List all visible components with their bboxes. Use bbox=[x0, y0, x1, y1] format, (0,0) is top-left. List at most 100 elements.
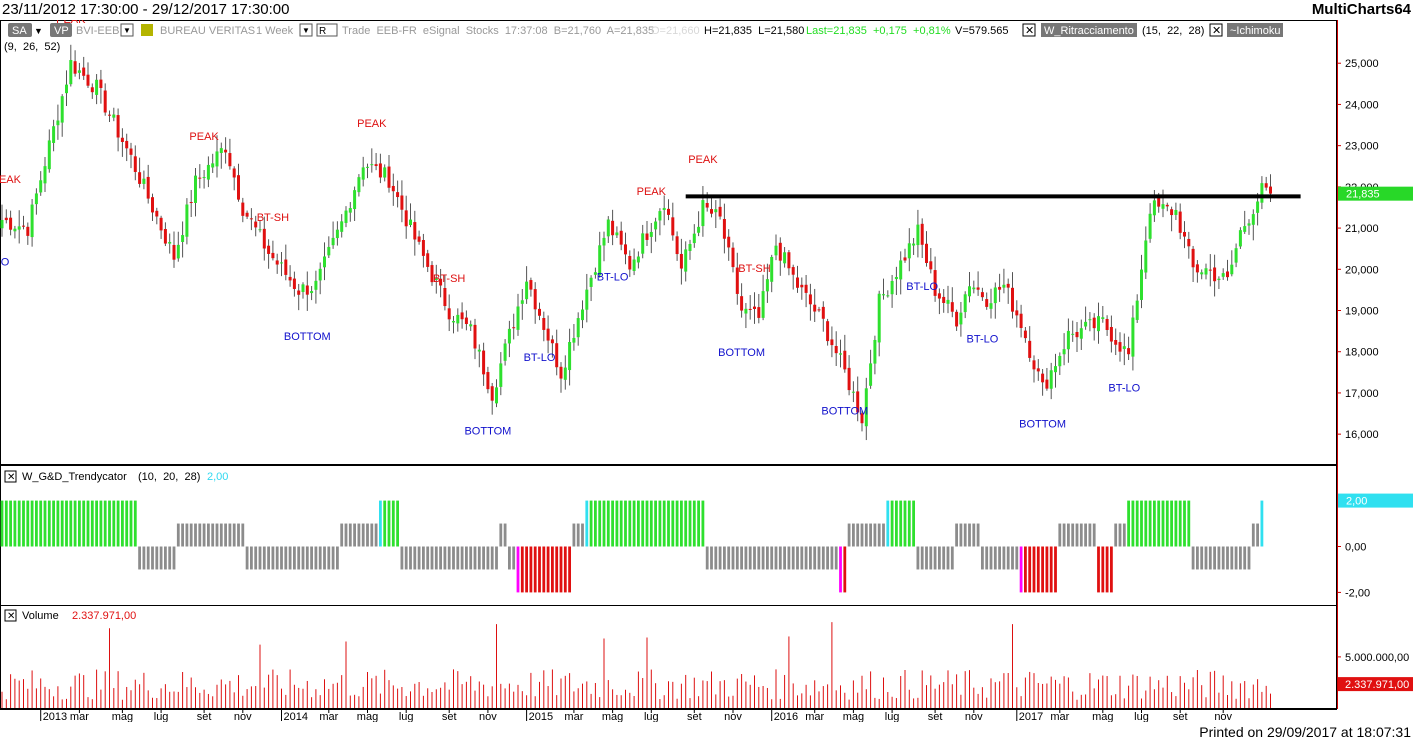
candle-body bbox=[598, 245, 602, 276]
study2-name: ~Ichimoku bbox=[1230, 25, 1280, 37]
candle-body bbox=[280, 262, 283, 264]
candle-body bbox=[348, 208, 352, 213]
trendycator-bar bbox=[714, 546, 718, 570]
trendycator-bar bbox=[1118, 523, 1122, 547]
candle-body bbox=[1174, 210, 1178, 215]
trendycator-bar bbox=[155, 546, 159, 570]
symbol-name: BUREAU VERITAS bbox=[160, 25, 255, 37]
trendycator-bar bbox=[589, 500, 593, 547]
trendycator-bar bbox=[13, 500, 17, 547]
trendycator-bar bbox=[520, 546, 524, 593]
candle-body bbox=[632, 259, 636, 271]
candle-body bbox=[581, 309, 584, 321]
candle-body bbox=[679, 253, 683, 269]
symbol-dropdown[interactable] bbox=[120, 23, 134, 37]
resolution-dropdown[interactable] bbox=[299, 23, 313, 37]
trendycator-bar bbox=[340, 523, 344, 547]
candle-body bbox=[950, 302, 954, 312]
study1-badge[interactable] bbox=[1041, 23, 1137, 37]
trendycator-bar bbox=[60, 500, 64, 547]
trendycator-bar bbox=[684, 500, 688, 547]
candle-body bbox=[241, 202, 245, 216]
close-trendycator-button[interactable] bbox=[4, 470, 17, 483]
candle-body bbox=[753, 306, 756, 309]
candle-body bbox=[116, 115, 120, 138]
time-tick-label: mar bbox=[1050, 711, 1069, 722]
candle-body bbox=[391, 185, 395, 192]
trendycator-bar bbox=[323, 546, 326, 570]
candle-body bbox=[1045, 379, 1049, 389]
candle-body bbox=[912, 243, 916, 246]
sa-button[interactable] bbox=[8, 23, 32, 37]
price-tick-label: 25,000 bbox=[1345, 58, 1379, 70]
trendycator-bar bbox=[280, 546, 283, 570]
sa-button-label: SA bbox=[12, 25, 27, 37]
swing-annotation: PEAK bbox=[637, 186, 667, 198]
trendycator-bar bbox=[271, 546, 275, 570]
trendycator-bar bbox=[9, 500, 12, 547]
time-tick-label: nov bbox=[724, 711, 742, 722]
candle-body bbox=[968, 286, 971, 297]
swing-annotation: BT-LO bbox=[1108, 383, 1140, 395]
price-pane[interactable] bbox=[0, 20, 1337, 465]
candle-body bbox=[90, 87, 94, 93]
candle-body bbox=[1118, 342, 1122, 352]
trendycator-bar bbox=[297, 546, 301, 570]
trendycator-bar bbox=[993, 546, 997, 570]
r-button[interactable] bbox=[316, 23, 338, 37]
candle-body bbox=[1264, 183, 1268, 188]
trendycator-bar bbox=[232, 523, 236, 547]
trendycator-bar bbox=[551, 546, 554, 593]
candle-body bbox=[172, 244, 176, 260]
trendycator-bar bbox=[619, 500, 623, 547]
candle-body bbox=[1084, 321, 1088, 327]
candle-body bbox=[473, 324, 477, 349]
trendycator-bar bbox=[245, 546, 249, 570]
trendycator-bar bbox=[426, 546, 430, 570]
candle-body bbox=[120, 137, 124, 142]
candle-body bbox=[327, 246, 331, 256]
close-volume-button[interactable] bbox=[4, 609, 17, 622]
trendycator-bar bbox=[73, 500, 77, 547]
candle-body bbox=[615, 232, 619, 236]
trendycator-bar bbox=[383, 500, 387, 547]
candle-body bbox=[22, 225, 25, 227]
candle-body bbox=[267, 245, 271, 254]
quote-info: Trade EEB-FR eSignal Stocks 17:37:08 B=2… bbox=[342, 25, 654, 37]
candle-body bbox=[318, 268, 322, 281]
vp-button[interactable] bbox=[50, 23, 72, 37]
trendycator-bar bbox=[112, 500, 116, 547]
candle-body bbox=[851, 391, 855, 393]
candle-body bbox=[1054, 366, 1057, 373]
trendycator-bar bbox=[404, 546, 408, 570]
candle-body bbox=[611, 220, 615, 236]
candle-body bbox=[559, 366, 563, 379]
candle-body bbox=[667, 208, 670, 215]
indicator-tick-label: -2,00 bbox=[1345, 587, 1370, 599]
vp-button-label: VP bbox=[54, 25, 69, 37]
trendycator-bar bbox=[839, 546, 842, 593]
trendycator-bar bbox=[422, 546, 425, 570]
candle-body bbox=[168, 241, 172, 244]
r-button-label: R bbox=[319, 26, 326, 37]
study2-badge[interactable] bbox=[1227, 23, 1283, 37]
trendycator-bar bbox=[1213, 546, 1216, 570]
candle-body bbox=[645, 233, 649, 240]
candle-body bbox=[869, 363, 873, 386]
dropdown-arrow-icon[interactable]: ▼ bbox=[34, 26, 43, 36]
chart-canvas[interactable]: PEAK LO PEAK PEAK BT-SH BOTTOM PEAK BT-SH BOTTOM… bbox=[0, 20, 1415, 722]
candle-body bbox=[262, 228, 266, 249]
candle-body bbox=[1170, 209, 1174, 216]
trendycator-title: W_G&D_Trendycator bbox=[22, 471, 127, 483]
candle-body bbox=[4, 217, 8, 221]
trendycator-bar bbox=[116, 500, 120, 547]
candle-body bbox=[834, 346, 838, 354]
trendycator-bar bbox=[194, 523, 197, 547]
trendycator-bar bbox=[4, 500, 8, 547]
close-study2-button[interactable] bbox=[1209, 23, 1223, 37]
candle-body bbox=[305, 285, 309, 295]
close-study1-button[interactable] bbox=[1022, 23, 1036, 37]
color-icon[interactable] bbox=[141, 24, 153, 36]
trendycator-bar bbox=[864, 523, 868, 547]
candle-body bbox=[1023, 330, 1027, 339]
